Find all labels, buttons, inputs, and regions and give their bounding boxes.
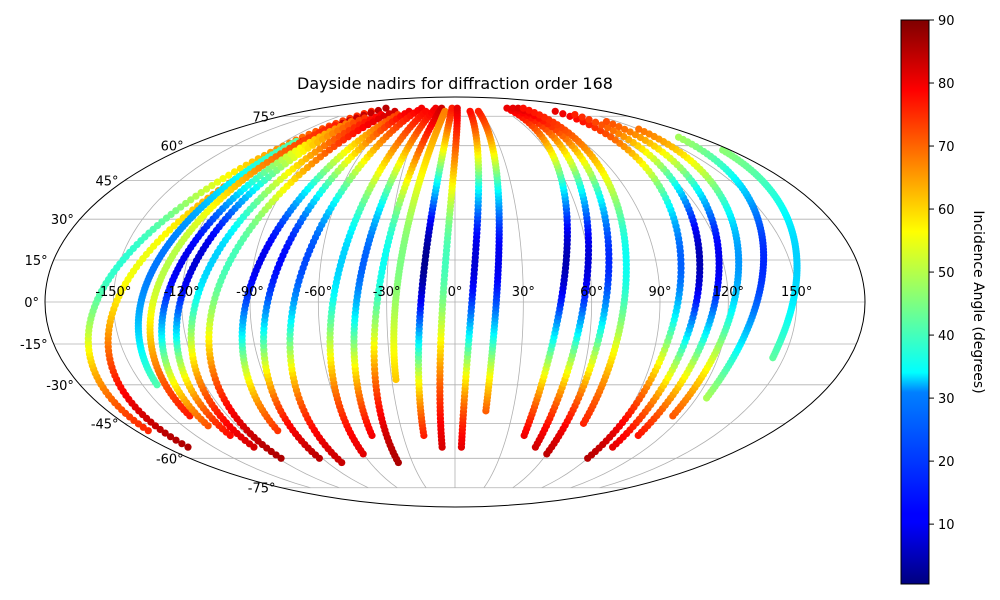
data-point	[514, 104, 522, 112]
data-point	[236, 164, 244, 173]
data-points	[84, 104, 801, 467]
data-point	[192, 192, 200, 200]
data-point	[161, 429, 169, 437]
data-point	[374, 115, 383, 123]
data-point	[640, 127, 648, 136]
data-point	[525, 106, 533, 114]
data-point	[609, 127, 617, 135]
longitude-tick-label: -30°	[373, 285, 401, 300]
data-point	[166, 433, 175, 441]
data-point	[144, 427, 152, 435]
data-point	[674, 133, 683, 141]
colorbar-tick-label: 80	[938, 77, 955, 92]
latitude-tick-label: -15°	[20, 338, 48, 353]
data-point	[585, 121, 593, 129]
data-point	[551, 107, 559, 115]
colorbar-tick-label: 10	[938, 518, 955, 533]
data-point	[509, 104, 517, 112]
data-point	[559, 110, 567, 118]
data-point	[441, 107, 449, 115]
colorbar-label: Incidence Angle (degrees)	[970, 210, 986, 393]
data-point	[503, 104, 511, 112]
longitude-gridline	[599, 115, 798, 489]
latitude-tick-label: 75°	[252, 110, 275, 125]
data-point	[178, 440, 186, 448]
data-point	[578, 113, 586, 121]
data-point	[585, 116, 593, 124]
data-point	[591, 118, 600, 126]
data-point	[225, 171, 233, 179]
latitude-tick-label: -75°	[248, 482, 276, 497]
data-point	[367, 109, 375, 117]
longitude-tick-label: 60°	[580, 285, 603, 300]
colorbar-gradient	[900, 19, 930, 585]
latitude-tick-label: -30°	[46, 379, 74, 394]
data-point	[213, 178, 222, 186]
data-point	[620, 125, 629, 133]
latitude-tick-label: -60°	[156, 452, 184, 467]
data-point	[602, 117, 611, 126]
data-point	[466, 107, 474, 115]
longitude-tick-labels: -150° -120° -90° -60° -30° 0° 30° 60° 90° 120° 150…	[95, 285, 812, 300]
data-point	[172, 436, 180, 444]
data-point	[631, 131, 640, 139]
longitude-gridline	[386, 116, 427, 488]
data-point	[219, 175, 227, 183]
data-point	[187, 196, 195, 204]
longitude-gridline	[483, 116, 524, 488]
colorbar-tick-label: 70	[938, 140, 955, 155]
latitude-tick-label: -45°	[91, 417, 119, 432]
chart-title: Dayside nadirs for diffraction order 168	[297, 74, 613, 93]
longitude-tick-label: -90°	[236, 285, 264, 300]
data-point	[626, 128, 634, 136]
latitude-tick-label: 15°	[25, 254, 48, 269]
data-point	[177, 203, 185, 211]
colorbar-ticks: 10 20 30 40 50 60 70 80 90	[929, 14, 955, 533]
data-point	[182, 199, 190, 208]
data-point	[604, 124, 612, 132]
longitude-tick-label: -120°	[164, 285, 200, 300]
data-point	[596, 127, 605, 135]
data-point	[230, 168, 239, 176]
data-point	[615, 123, 623, 131]
data-point	[615, 129, 623, 138]
data-point	[197, 189, 205, 197]
longitude-tick-label: 0°	[448, 285, 463, 300]
longitude-tick-label: 30°	[512, 285, 535, 300]
data-point	[609, 120, 617, 128]
colorbar: 10 20 30 40 50 60 70 80 90 Incidence Angle (degr…	[900, 14, 986, 585]
colorbar-tick-label: 50	[938, 266, 955, 281]
data-point	[202, 185, 211, 193]
longitude-tick-label: 90°	[648, 285, 671, 300]
colorbar-tick-label: 60	[938, 203, 955, 218]
data-point	[453, 104, 461, 112]
colorbar-tick-label: 30	[938, 392, 955, 407]
colorbar-tick-label: 40	[938, 329, 955, 344]
data-point	[719, 146, 727, 154]
data-point	[184, 443, 192, 451]
longitude-tick-label: 120°	[713, 285, 744, 300]
data-point	[208, 181, 216, 190]
map-boundary	[44, 96, 866, 508]
latitude-tick-label: 0°	[24, 296, 39, 311]
data-point	[474, 107, 482, 115]
data-point	[571, 110, 579, 119]
latitude-tick-label: 30°	[51, 213, 74, 228]
longitude-tick-label: -60°	[304, 285, 332, 300]
colorbar-tick-label: 90	[938, 14, 955, 29]
data-point	[519, 104, 527, 112]
data-point	[591, 124, 599, 132]
data-point	[380, 112, 388, 120]
latitude-tick-labels: -75° -60° -45° -30° -15° 0° 15° 30° 45° 60° 75°	[20, 110, 276, 496]
latitude-tick-label: 60°	[161, 140, 184, 155]
data-point	[635, 125, 643, 133]
data-point	[382, 104, 390, 112]
longitude-tick-label: -150°	[95, 285, 131, 300]
longitude-tick-label: 150°	[781, 285, 812, 300]
colorbar-tick-label: 20	[938, 455, 955, 470]
data-point	[602, 130, 610, 138]
latitude-tick-label: 45°	[96, 175, 119, 190]
